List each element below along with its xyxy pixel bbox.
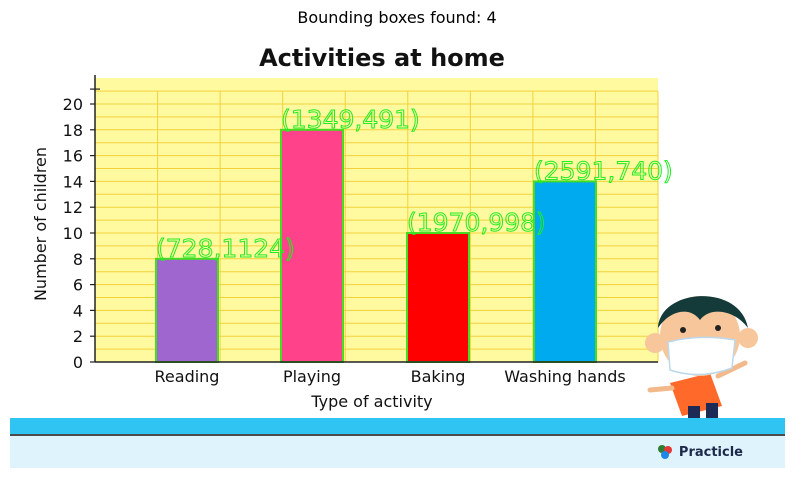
bar-baking: [406, 232, 470, 363]
box-coordinate-label: (2591,740): [534, 156, 673, 185]
chart-title: Activities at home: [259, 44, 505, 72]
box-coordinate-label: (1349,491): [281, 105, 420, 134]
practicle-logo-icon: [657, 445, 672, 459]
y-ticks: 0 2 4 6 8 10 12 14 16 18 20: [63, 88, 100, 372]
bar-playing: [280, 128, 344, 363]
bounding-box-count: Bounding boxes found: 4: [297, 8, 497, 27]
box-coordinate-label: (1970,998): [407, 208, 546, 237]
floor-divider: [10, 434, 785, 436]
footer-bar: [10, 436, 785, 468]
x-tick-label: Reading: [155, 367, 220, 386]
box-annotations: (728,1124) (1349,491) (1970,998) (2591,740): [156, 104, 674, 263]
y-tick-label: 12: [63, 198, 83, 217]
x-tick-label: Playing: [283, 367, 341, 386]
x-tick-labels: Reading Playing Baking Washing hands: [155, 367, 626, 386]
practicle-logo: Practicle: [657, 444, 743, 460]
y-tick-label: 16: [63, 147, 83, 166]
y-tick-label: 6: [73, 276, 83, 295]
y-tick-label: 0: [73, 353, 83, 372]
y-tick-label: 14: [63, 172, 83, 191]
y-tick-label: 4: [73, 301, 83, 320]
y-tick-label: 2: [73, 327, 83, 346]
bar-reading: [155, 257, 219, 363]
x-tick-label: Baking: [411, 367, 466, 386]
bars: [155, 128, 597, 363]
box-coordinate-label: (728,1124): [156, 234, 295, 263]
practicle-logo-text: Practicle: [678, 444, 743, 460]
y-tick-label: 10: [63, 224, 83, 243]
x-axis-label: Type of activity: [310, 392, 432, 411]
y-tick-label: 18: [63, 121, 83, 140]
x-tick-label: Washing hands: [504, 367, 625, 386]
y-tick-label: 8: [73, 250, 83, 269]
chart-frame: 0 2 4 6 8 10 12 14 16 18 20 Reading Playing Baking Wa…: [10, 38, 785, 468]
y-axis-label: Number of children: [31, 147, 50, 301]
bar-chart: 0 2 4 6 8 10 12 14 16 18 20 Reading Playing Baking Wa…: [31, 44, 767, 436]
floor-stripe: [10, 418, 785, 434]
child-mascot-illustration: [643, 296, 767, 436]
bar-washing-hands: [533, 180, 597, 363]
y-tick-label: 20: [63, 95, 83, 114]
